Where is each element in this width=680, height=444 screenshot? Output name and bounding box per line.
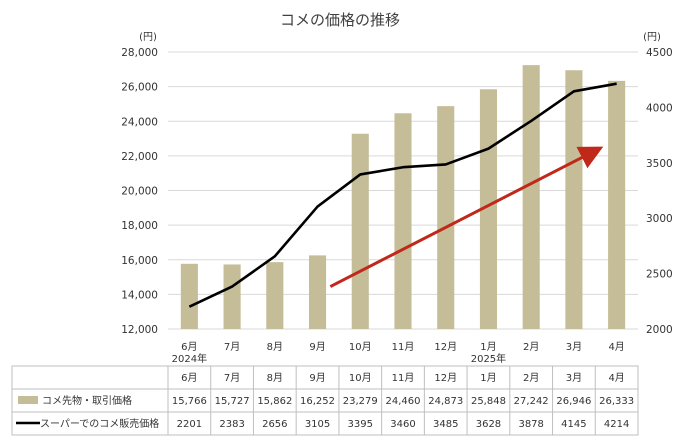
table-cell: 15,766	[172, 396, 207, 407]
legend-swatch-bar	[18, 396, 38, 404]
x-tick-label: 11月	[392, 341, 415, 353]
table-cell: 3485	[433, 419, 458, 430]
table-cell: 15,727	[215, 396, 250, 407]
bar	[522, 65, 540, 330]
table-header-cell: 9月	[309, 372, 325, 384]
y-right-unit-label: (円)	[643, 32, 661, 43]
y-left-tick-label: 14,000	[121, 289, 158, 301]
y-left-tick-label: 20,000	[121, 186, 158, 198]
x-tick-label: 10月	[349, 341, 372, 353]
table-cell: 27,242	[514, 396, 549, 407]
table-header-cell: 8月	[267, 372, 283, 384]
bar	[565, 70, 583, 329]
trend-arrow	[329, 146, 604, 288]
y-right-tick-label: 3500	[646, 158, 673, 170]
x-tick-label: 3月	[566, 341, 582, 353]
bar	[394, 113, 412, 329]
bar	[309, 255, 327, 329]
x-tick-label: 8月	[267, 341, 283, 353]
y-left-unit-label: (円)	[139, 32, 157, 43]
table-cell: 2201	[177, 419, 202, 430]
table-cell: 4145	[561, 419, 586, 430]
bar	[180, 263, 198, 329]
bar	[351, 133, 369, 329]
table-cell: 16,252	[300, 396, 335, 407]
x-tick-label: 6月	[181, 341, 197, 353]
table-cell: 23,279	[343, 396, 378, 407]
x-tick-label: 12月	[434, 341, 457, 353]
bar-series	[180, 65, 626, 330]
table-cell: 26,946	[556, 396, 591, 407]
y-left-tick-label: 12,000	[121, 324, 158, 336]
chart-title: コメの価格の推移	[280, 11, 400, 29]
x-tick-label: 4月	[608, 341, 624, 353]
line-series	[188, 82, 617, 308]
table-cell: 2383	[219, 419, 244, 430]
table-cell: 26,333	[599, 396, 634, 407]
x-tick-label: 7月	[224, 341, 240, 353]
y-left-tick-label: 24,000	[121, 116, 158, 128]
table-header-cell: 11月	[392, 372, 415, 384]
bar	[608, 80, 626, 329]
table-header-cell: 10月	[349, 372, 372, 384]
y-left-tick-label: 16,000	[121, 255, 158, 267]
bar	[266, 262, 284, 329]
table-header-cell: 12月	[434, 372, 457, 384]
y-right-tick-label: 3000	[646, 213, 673, 225]
y-left-tick-label: 18,000	[121, 220, 158, 232]
y-right-tick-label: 2500	[646, 269, 673, 281]
legend-label-bar: コメ先物・取引価格	[42, 394, 132, 407]
bar	[437, 106, 455, 329]
y-left-tick-label: 28,000	[121, 47, 158, 59]
bar	[223, 264, 241, 329]
table-header-cell: 1月	[480, 372, 496, 384]
table-cell: 24,460	[386, 396, 421, 407]
table-cell: 24,873	[428, 396, 463, 407]
table-cell: 3395	[348, 419, 373, 430]
legend-label-line: スーパーでのコメ販売価格	[40, 417, 159, 430]
y-right-tick-label: 4000	[646, 102, 673, 114]
x-tick-label: 2月	[523, 341, 539, 353]
year-label: 2025年	[471, 352, 506, 365]
table-cell: 4214	[604, 419, 629, 430]
x-tick-label: 9月	[309, 341, 325, 353]
table-cell: 3628	[476, 419, 501, 430]
y-left-tick-label: 26,000	[121, 82, 158, 94]
trend-arrow-annotation	[329, 146, 604, 288]
table-cell: 3878	[518, 419, 543, 430]
table-header-cell: 6月	[181, 372, 197, 384]
table-header-cell: 4月	[608, 372, 624, 384]
table-header-cell: 2月	[523, 372, 539, 384]
table-cell: 3105	[305, 419, 330, 430]
table-cell: 2656	[262, 419, 287, 430]
table-cell: 3460	[390, 419, 415, 430]
table-cell: 25,848	[471, 396, 506, 407]
y-right-tick-label: 4500	[646, 47, 673, 59]
axes: 12,000 14,000 16,000 18,000 20,000 22,000 24,0…	[121, 32, 672, 365]
table-header-cell: 3月	[566, 372, 582, 384]
x-tick-label: 1月	[480, 341, 496, 353]
table-header-cell: 7月	[224, 372, 240, 384]
y-left-tick-label: 22,000	[121, 151, 158, 163]
table-cell: 15,862	[257, 396, 292, 407]
y-right-tick-label: 2000	[646, 324, 673, 336]
year-label: 2024年	[172, 352, 207, 365]
